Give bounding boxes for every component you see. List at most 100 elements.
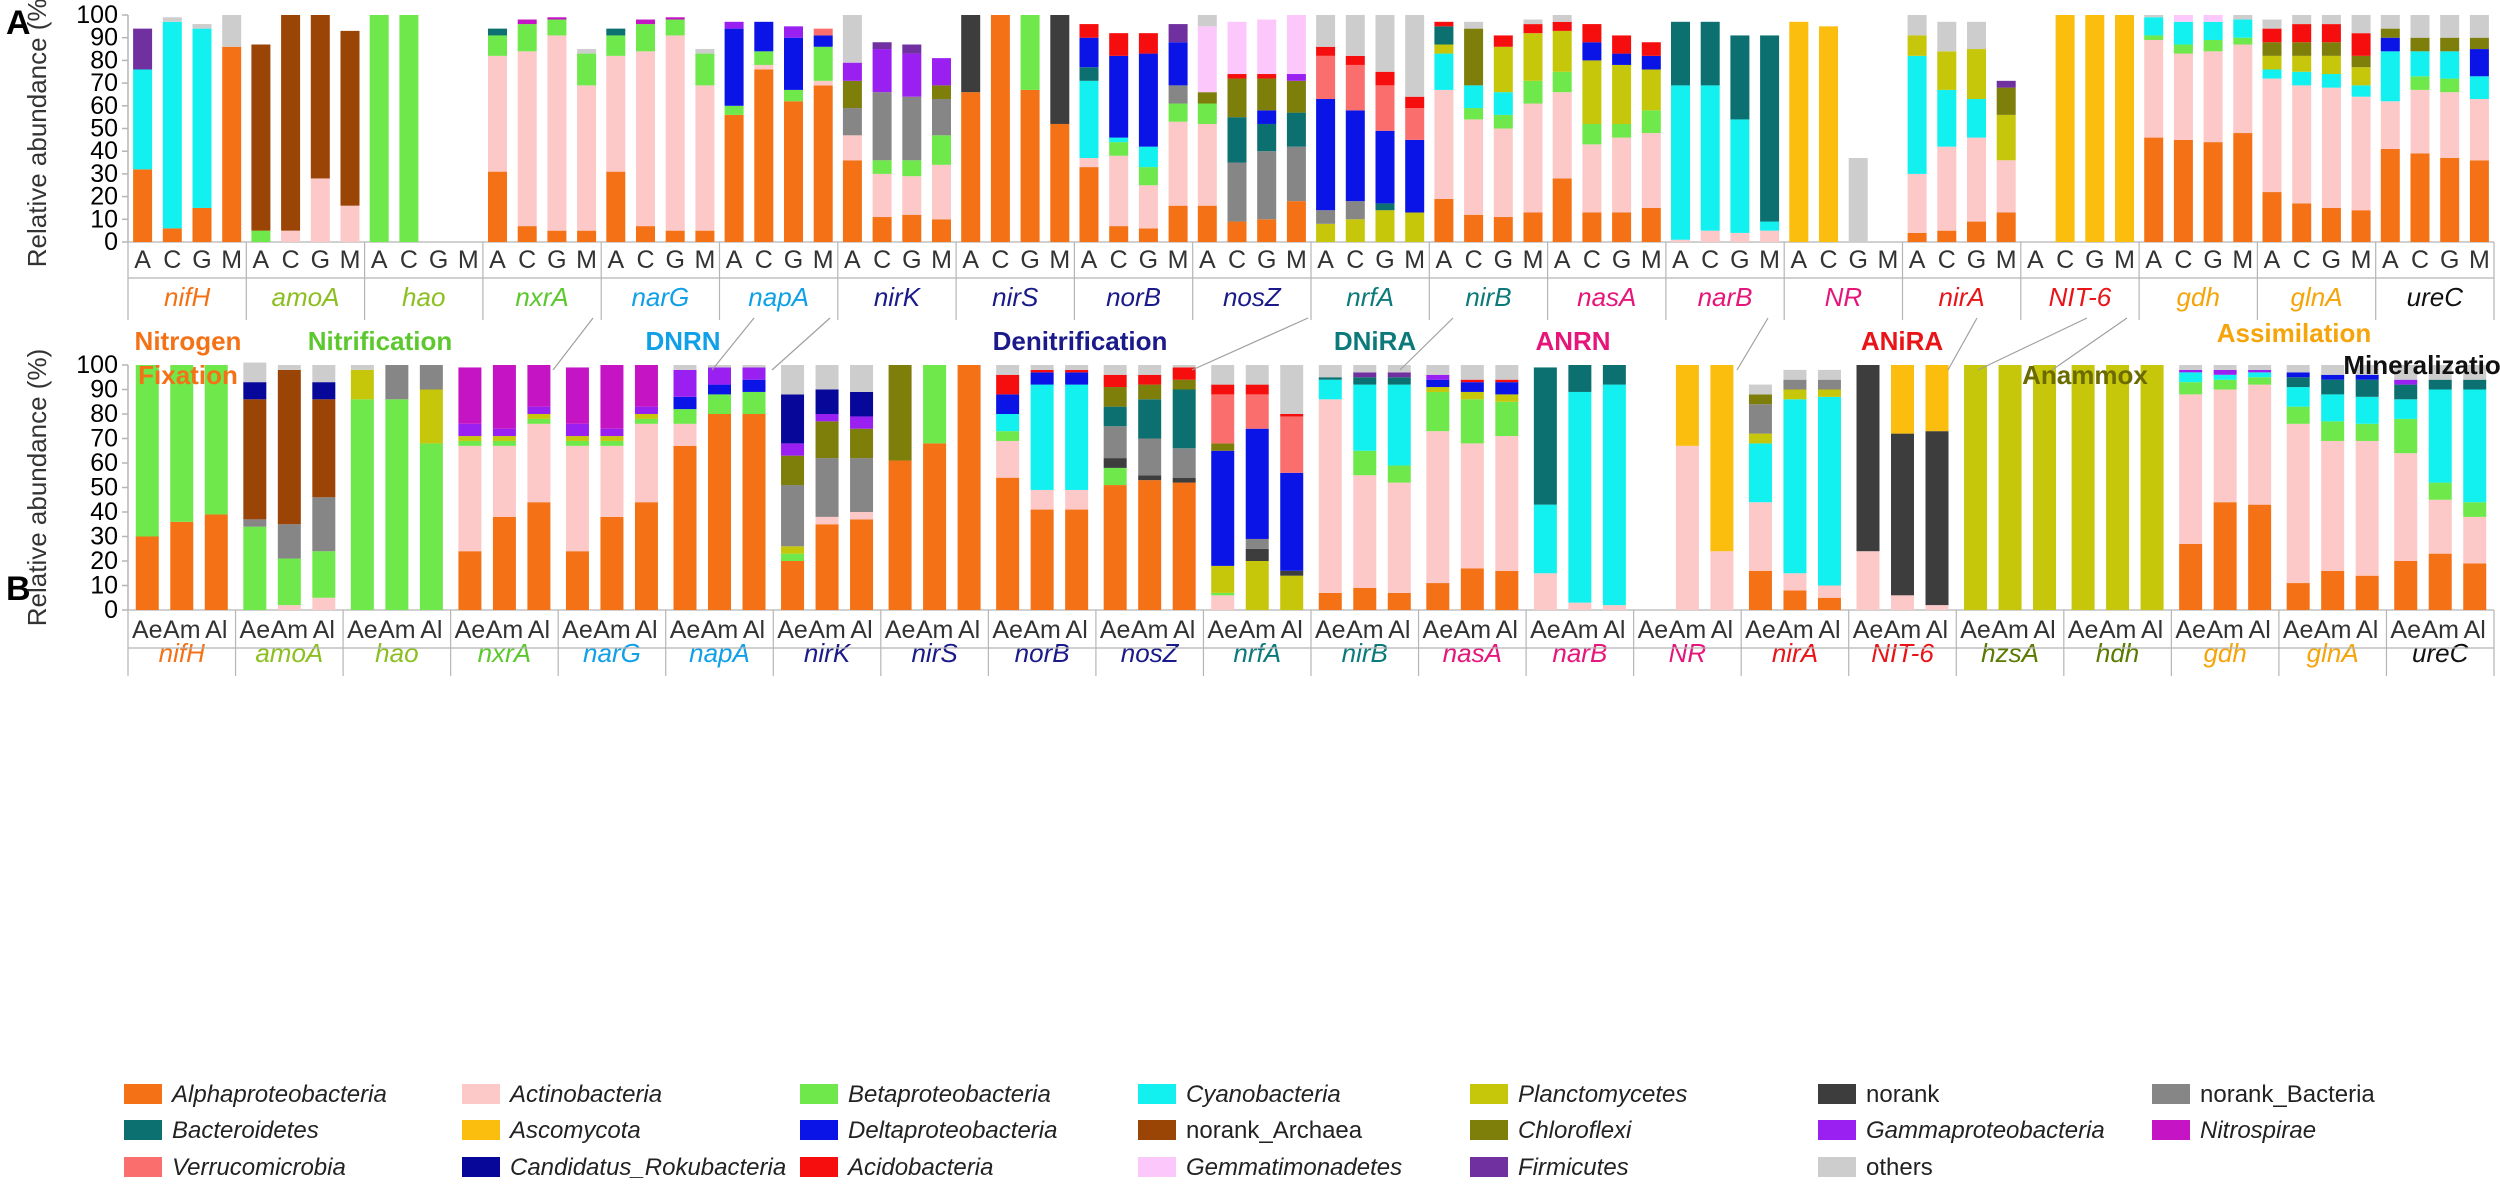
condition-label: M — [1168, 246, 1189, 274]
bar-segment-Actinobacteria — [517, 51, 537, 227]
bar-segment-Betaproteobacteria — [665, 19, 685, 36]
bar-segment-norank — [1245, 548, 1269, 561]
condition-label: Al — [635, 616, 657, 644]
bar-segment-Actinobacteria — [600, 445, 624, 517]
bar-segment-Betaproteobacteria — [1426, 391, 1450, 432]
condition-label: Al — [528, 616, 550, 644]
condition-label: Ae — [347, 616, 378, 644]
bar-segment-Gammaproteobacteria — [634, 406, 658, 414]
condition-label: Ae — [1100, 616, 1131, 644]
bar-segment-norank_Archaea — [310, 15, 330, 179]
connector-line — [1399, 317, 1454, 371]
legend-swatch — [800, 1120, 838, 1140]
condition-label: Ae — [1423, 616, 1454, 644]
condition-label: Am — [1561, 616, 1599, 644]
gene-label: narB — [1698, 282, 1753, 312]
bar-segment-Chloroflexi — [1748, 394, 1772, 405]
bar-segment-Gammaproteobacteria — [458, 423, 482, 437]
bar-segment-norank_Bacteria — [312, 497, 336, 552]
bar-segment-Chloroflexi — [1257, 78, 1277, 111]
condition-label: C — [518, 246, 536, 274]
bar-segment-Cyanobacteria — [1493, 92, 1513, 115]
bar-segment-Betaproteobacteria — [902, 160, 922, 177]
bar-segment-Planctomycetes — [1552, 30, 1572, 72]
bar-segment-norank_Bacteria — [1257, 151, 1277, 220]
bar-segment-Nitrospirae — [565, 367, 589, 424]
bar-segment-Planctomycetes — [1434, 44, 1454, 54]
bar-segment-others — [781, 365, 805, 395]
bar-segment-Alphaproteobacteria — [784, 101, 803, 242]
bar-segment-Cyanobacteria — [2292, 71, 2312, 86]
bar-segment-others — [708, 365, 731, 368]
condition-label: Am — [1238, 616, 1276, 644]
condition-label: Al — [743, 616, 765, 644]
condition-label: A — [1436, 246, 1453, 274]
bar-segment-Alphaproteobacteria — [488, 171, 507, 242]
bar-segment-Alphaproteobacteria — [2355, 575, 2379, 610]
bar-segment-Actinobacteria — [312, 597, 336, 610]
bar-segment-others — [1967, 21, 1986, 50]
bar-segment-Acidobacteria — [1245, 384, 1269, 395]
bar-segment-Gammaproteobacteria — [492, 428, 516, 437]
bar-segment-Deltaproteobacteria — [724, 28, 744, 106]
y-tick-label: 100 — [76, 1, 118, 29]
bar-segment-Alphaproteobacteria — [1907, 232, 1927, 242]
bar-segment-Actinobacteria — [492, 445, 516, 517]
condition-label: Ae — [885, 616, 916, 644]
bar-segment-others — [1353, 365, 1377, 373]
bar-segment-norank_Bacteria — [419, 365, 443, 390]
bar-segment-norank_Bacteria — [850, 458, 874, 512]
bar-segment-Betaproteobacteria — [2213, 379, 2237, 390]
bar-segment-Actinobacteria — [2355, 440, 2379, 576]
bar-segment-Alphaproteobacteria — [170, 521, 194, 610]
bar-segment-Gammaproteobacteria — [2394, 379, 2418, 385]
bar-segment-Verrucomicrobia — [1280, 416, 1304, 473]
bar-segment-Betaproteobacteria — [636, 24, 655, 52]
bar-segment-Actinobacteria — [1641, 133, 1661, 208]
bar-segment-Deltaproteobacteria — [754, 21, 774, 52]
bar-segment-Actinobacteria — [1700, 230, 1720, 242]
bar-segment-Alphaproteobacteria — [1030, 509, 1054, 610]
bar-segment-Alphaproteobacteria — [2262, 192, 2282, 242]
bar-segment-Cyanobacteria — [2213, 374, 2237, 380]
condition-label: A — [2145, 246, 2162, 274]
condition-label: M — [2114, 246, 2135, 274]
bar-segment-others — [243, 362, 267, 383]
bar-segment-Betaproteobacteria — [251, 230, 271, 242]
bar-segment-Alphaproteobacteria — [192, 207, 212, 242]
bar-segment-Alphaproteobacteria — [1748, 570, 1772, 610]
bar-segment-Acidobacteria — [996, 374, 1020, 395]
legend-label: norank — [1866, 1081, 1940, 1108]
bar-segment-Planctomycetes — [1495, 394, 1519, 402]
condition-label: Am — [271, 616, 309, 644]
bar-segment-Alphaproteobacteria — [634, 502, 658, 610]
bar-segment-Actinobacteria — [2394, 453, 2418, 561]
bar-segment-Alphaproteobacteria — [1020, 89, 1040, 242]
bar-segment-Betaproteobacteria — [517, 24, 537, 52]
bar-segment-Betaproteobacteria — [606, 35, 626, 56]
y-tick-label: 10 — [90, 572, 118, 600]
condition-label: M — [458, 246, 479, 274]
y-tick-label: 0 — [104, 228, 118, 256]
bar-segment-Chloroflexi — [850, 428, 874, 459]
bar-segment-Alphaproteobacteria — [708, 414, 731, 610]
bar-segment-others — [2440, 15, 2460, 38]
bar-segment-Planctomycetes — [1817, 389, 1841, 397]
bar-segment-others — [1375, 15, 1395, 72]
bar-segment-Firmicutes — [902, 44, 922, 54]
bar-segment-Bacteroidetes — [1286, 112, 1306, 147]
condition-label: Ae — [2068, 616, 2099, 644]
connector-line — [1736, 317, 1769, 371]
bar-segment-Actinobacteria — [1387, 482, 1411, 593]
condition-label: G — [1967, 246, 1986, 274]
process-label: Nitrification — [308, 326, 452, 356]
bar-segment-Actinobacteria — [1996, 160, 2016, 213]
bar-segment-Betaproteobacteria — [1464, 108, 1484, 120]
legend-label: Nitrospirae — [2200, 1117, 2316, 1144]
gene-label: nirB — [1342, 638, 1388, 668]
bar-segment-Acidobacteria — [1641, 42, 1661, 56]
bar-segment-Betaproteobacteria — [673, 409, 697, 424]
bar-segment-Actinobacteria — [1602, 605, 1626, 610]
condition-label: A — [253, 246, 270, 274]
bar-segment-Betaproteobacteria — [2440, 78, 2460, 93]
